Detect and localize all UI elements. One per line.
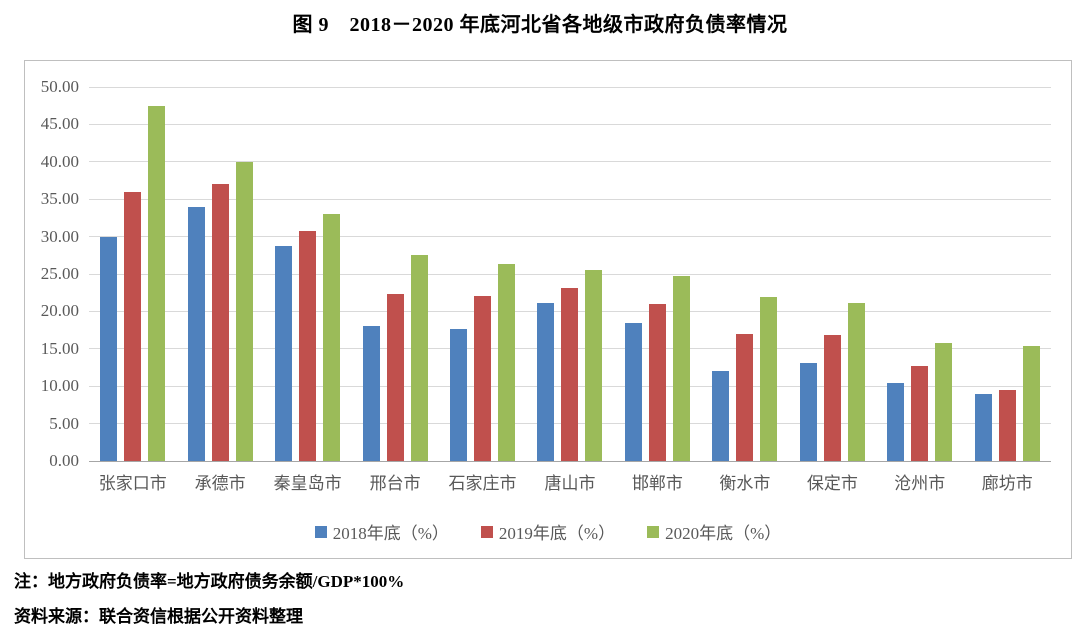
bar-group-承德市 (176, 87, 263, 461)
bar (648, 303, 666, 461)
legend-swatch-2019 (480, 525, 493, 538)
footnote: 注：地方政府负债率=地方政府债务余额/GDP*100% (14, 572, 405, 591)
bar (211, 184, 229, 461)
bar (911, 366, 929, 461)
x-category-label: 邯郸市 (631, 474, 683, 493)
bar (474, 295, 492, 461)
y-tick-label: 20.00 (40, 301, 79, 321)
bar (935, 342, 953, 461)
bar (823, 334, 841, 461)
bar (672, 276, 690, 461)
y-tick-label: 25.00 (40, 264, 79, 283)
bar (100, 236, 118, 461)
bar (624, 322, 642, 461)
y-tick-label: 5.00 (49, 413, 79, 433)
bar (235, 161, 253, 461)
legend: 2018年底（%） 2019年底（%） 2020年底（%） (25, 519, 1071, 544)
x-category-label: 保定市 (806, 474, 858, 493)
legend-item-2018: 2018年底（%） (314, 519, 449, 544)
bar (998, 389, 1016, 461)
y-tick-label: 35.00 (40, 189, 79, 209)
bar (498, 264, 516, 461)
bar-group-唐山市 (526, 87, 613, 461)
y-tick-label: 30.00 (40, 226, 79, 246)
bar (450, 328, 468, 461)
bar (323, 214, 341, 461)
bar (187, 207, 205, 461)
gridline (89, 273, 1051, 275)
gridline (89, 236, 1051, 238)
bar-group-邢台市 (351, 87, 438, 461)
data-source: 资料来源：联合资信根据公开资料整理 (14, 607, 303, 626)
legend-item-2019: 2019年底（%） (480, 519, 616, 544)
bar-group-衡水市 (701, 87, 788, 461)
x-category-label: 廊坊市 (981, 474, 1033, 493)
legend-label-2019: 2019年底（%） (498, 524, 616, 543)
x-category-label: 石家庄市 (448, 474, 517, 493)
gridline (89, 123, 1051, 125)
y-tick-label: 15.00 (40, 338, 79, 358)
legend-swatch-2018 (314, 525, 327, 538)
legend-label-2018: 2018年底（%） (332, 524, 449, 543)
bar-group-邯郸市 (614, 87, 701, 461)
bar-group-张家口市 (89, 87, 176, 461)
chart-area: 0.00 5.00 10.00 15.00 20.00 25.00 30.00 35.00 40… (24, 60, 1072, 559)
bar (847, 303, 865, 461)
x-category-label: 承德市 (194, 474, 246, 493)
legend-swatch-2020 (647, 525, 660, 538)
bar (299, 230, 317, 461)
bar (585, 269, 603, 461)
bar (799, 363, 817, 461)
bar (386, 294, 404, 461)
bar (537, 303, 555, 461)
bar-group-秦皇岛市 (264, 87, 351, 461)
y-tick-label: 10.00 (40, 376, 79, 396)
y-tick-label: 0.00 (49, 451, 79, 470)
y-tick-label: 45.00 (40, 114, 79, 134)
bar (974, 393, 992, 461)
x-category-label: 邢台市 (369, 474, 421, 493)
x-category-label: 沧州市 (894, 474, 946, 493)
legend-label-2020: 2020年底（%） (665, 524, 782, 543)
bar (760, 297, 778, 461)
bar (736, 333, 754, 461)
x-axis-category-labels: 张家口市 承德市 秦皇岛市 邢台市 石家庄市 唐山市 邯郸市 衡水市 保定市 沧州市 廊坊市 (89, 469, 1051, 494)
x-category-label: 衡水市 (719, 474, 771, 493)
bar (275, 246, 293, 461)
y-tick-label: 40.00 (40, 151, 79, 171)
bar (410, 255, 428, 461)
bar-group-廊坊市 (964, 87, 1051, 461)
x-category-label: 唐山市 (544, 474, 596, 493)
x-category-label: 秦皇岛市 (273, 474, 342, 493)
y-tick-label: 50.00 (40, 77, 79, 96)
bar (148, 105, 166, 461)
bar (124, 192, 142, 461)
bar (887, 383, 905, 461)
chart-title: 图 9 2018－2020 年底河北省各地级市政府负债率情况 (292, 14, 788, 36)
x-axis-line (89, 460, 1051, 462)
gridline (89, 198, 1051, 200)
bar-group-保定市 (789, 87, 876, 461)
bar (561, 288, 579, 461)
bar-group-沧州市 (876, 87, 963, 461)
gridline (89, 86, 1051, 88)
x-category-label: 张家口市 (98, 474, 167, 493)
bar (712, 371, 730, 461)
plot-area (89, 87, 1051, 461)
legend-item-2020: 2020年底（%） (647, 519, 781, 544)
bar (1022, 345, 1040, 461)
bar-group-石家庄市 (439, 87, 526, 461)
bar (362, 325, 380, 461)
gridline (89, 161, 1051, 163)
